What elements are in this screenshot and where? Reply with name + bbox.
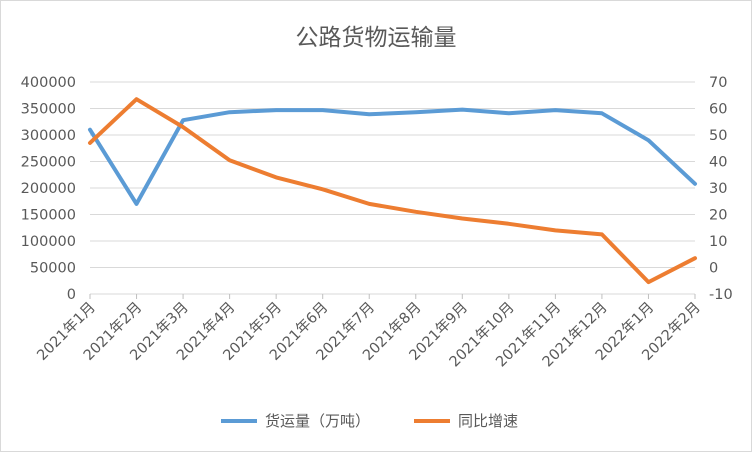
y-left-tick-label: 0	[67, 287, 76, 303]
series-0-point	[553, 108, 557, 112]
chart-title: 公路货物运输量	[296, 25, 457, 51]
y-right-tick-label: 50	[709, 128, 727, 144]
series-1-point	[600, 232, 604, 236]
y-left-tick-label: 200000	[21, 181, 76, 197]
series-1-point	[693, 256, 697, 260]
y-left-tick-label: 300000	[21, 128, 76, 144]
legend-label-0: 货运量（万吨）	[265, 412, 370, 430]
series-lines	[88, 97, 697, 285]
series-1-point	[507, 222, 511, 226]
series-0-point	[181, 118, 185, 122]
y-right-tick-label: 20	[709, 208, 727, 224]
series-0-point	[321, 108, 325, 112]
series-0-point	[88, 128, 92, 132]
series-1-point	[367, 202, 371, 206]
series-1-point	[553, 228, 557, 232]
series-1-point	[646, 280, 650, 284]
series-1-point	[274, 175, 278, 179]
series-0-point	[135, 202, 139, 206]
series-0-point	[460, 108, 464, 112]
y-left-tick-label: 250000	[21, 155, 76, 171]
y-left-tick-label: 50000	[30, 261, 76, 277]
series-1-point	[460, 216, 464, 220]
axes: 0 -10 50000 0 100000 10 150000 20 200000 30 250000…	[21, 75, 733, 370]
series-1-point	[88, 141, 92, 145]
y-right-tick-label: 0	[709, 261, 718, 277]
y-right-tick-label: 30	[709, 181, 727, 197]
series-0-point	[367, 112, 371, 116]
series-1-point	[414, 210, 418, 214]
y-left-tick-label: 100000	[21, 234, 76, 250]
legend-label-1: 同比增速	[458, 412, 518, 430]
series-0-point	[274, 108, 278, 112]
series-1-point	[181, 125, 185, 129]
series-0-point	[507, 111, 511, 115]
series-0-point	[646, 138, 650, 142]
y-right-tick-label: -10	[709, 287, 733, 303]
series-1-point	[228, 158, 232, 162]
series-0-point	[693, 182, 697, 186]
series-0-point	[414, 110, 418, 114]
y-right-tick-label: 10	[709, 234, 727, 250]
series-0-point	[600, 111, 604, 115]
legend: 货运量（万吨） 同比增速	[221, 412, 518, 430]
series-line-1	[88, 97, 697, 285]
y-left-tick-label: 350000	[21, 102, 76, 118]
series-line-0	[88, 107, 697, 206]
y-right-tick-label: 60	[709, 102, 727, 118]
series-0-point	[228, 110, 232, 114]
series-1-point	[135, 97, 139, 101]
y-right-tick-label: 40	[709, 155, 727, 171]
series-1-point	[321, 187, 325, 191]
y-left-tick-label: 400000	[21, 75, 76, 91]
y-left-tick-label: 150000	[21, 208, 76, 224]
y-right-tick-label: 70	[709, 75, 727, 91]
